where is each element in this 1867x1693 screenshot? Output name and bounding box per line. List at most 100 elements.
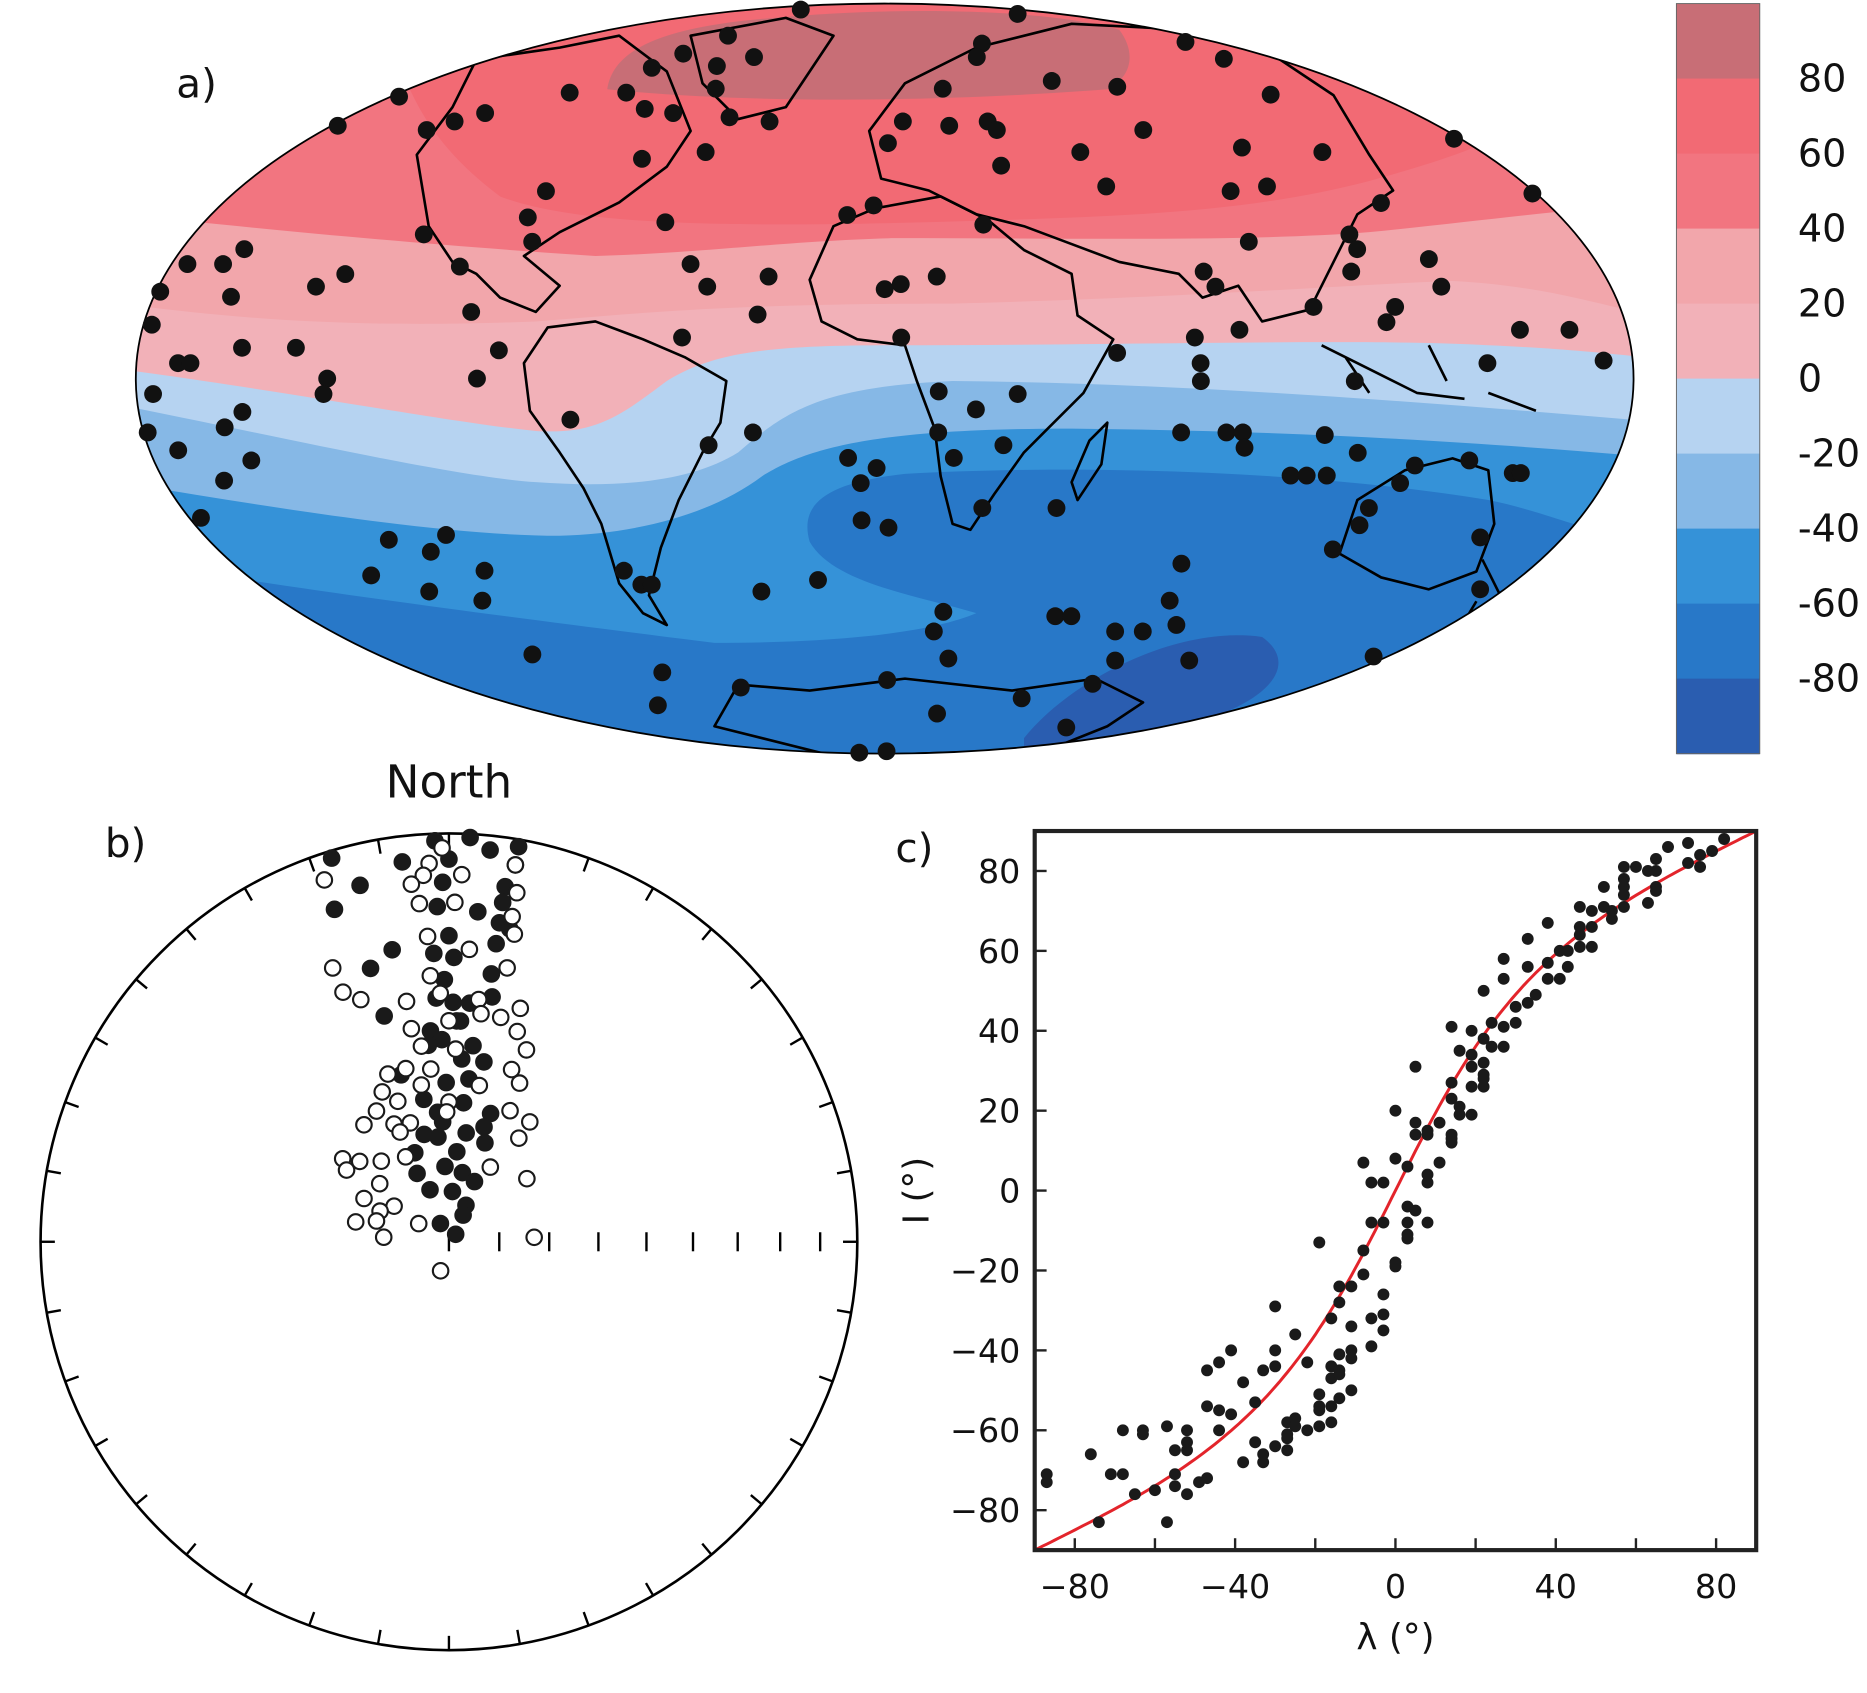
coastline-north-america bbox=[415, 34, 692, 314]
data-point bbox=[1237, 1376, 1250, 1389]
site-marker bbox=[151, 282, 170, 301]
azimuth-tick bbox=[750, 1494, 763, 1506]
site-marker bbox=[1012, 689, 1031, 708]
upper-hemisphere-point bbox=[367, 1212, 386, 1230]
site-marker bbox=[696, 143, 715, 162]
site-marker bbox=[966, 400, 985, 419]
site-marker bbox=[475, 561, 494, 580]
y-axis-label: I (°) bbox=[897, 1157, 938, 1225]
site-marker bbox=[1214, 49, 1233, 68]
data-point bbox=[1485, 1016, 1498, 1029]
data-point bbox=[1148, 1484, 1161, 1497]
upper-hemisphere-point bbox=[414, 866, 433, 885]
lower-hemisphere-point bbox=[375, 1007, 393, 1025]
site-marker bbox=[1160, 591, 1179, 610]
site-marker bbox=[314, 385, 333, 403]
data-point bbox=[1213, 1356, 1226, 1369]
band-above-80 bbox=[607, 11, 1130, 100]
site-marker bbox=[169, 354, 187, 373]
site-marker bbox=[1071, 143, 1090, 162]
data-point bbox=[1477, 1032, 1490, 1045]
data-point bbox=[1092, 1516, 1105, 1529]
site-marker bbox=[759, 267, 778, 286]
site-marker bbox=[944, 448, 963, 467]
site-marker bbox=[760, 112, 779, 131]
upper-hemisphere-point bbox=[469, 990, 488, 1009]
data-point bbox=[1401, 1216, 1414, 1229]
site-marker bbox=[744, 423, 762, 442]
azimuth-tick bbox=[135, 978, 148, 990]
lower-hemisphere-point bbox=[453, 1163, 472, 1182]
site-marker bbox=[1042, 72, 1061, 90]
data-point bbox=[1345, 1384, 1358, 1397]
site-marker bbox=[967, 48, 986, 67]
data-point bbox=[1116, 1424, 1129, 1437]
upper-hemisphere-point bbox=[370, 1174, 389, 1193]
data-point bbox=[1409, 1128, 1422, 1141]
site-marker bbox=[307, 277, 325, 296]
data-point bbox=[1477, 1056, 1490, 1069]
site-marker bbox=[791, 0, 810, 19]
site-marker bbox=[752, 582, 771, 601]
azimuth-tick bbox=[644, 1582, 655, 1597]
lower-hemisphere-point bbox=[457, 1124, 475, 1142]
band-below-minus80 bbox=[1023, 635, 1279, 751]
site-marker bbox=[468, 369, 486, 388]
data-point bbox=[1333, 1392, 1346, 1405]
data-point bbox=[1421, 1216, 1434, 1229]
upper-hemisphere-point bbox=[437, 1103, 456, 1121]
colorbar-band bbox=[1676, 603, 1760, 680]
site-marker bbox=[1523, 184, 1542, 203]
site-marker bbox=[878, 134, 897, 153]
site-marker bbox=[1206, 277, 1225, 296]
site-marker bbox=[473, 591, 492, 610]
data-point bbox=[1541, 972, 1554, 985]
data-point bbox=[1325, 1416, 1338, 1429]
data-point bbox=[1201, 1364, 1214, 1377]
data-point bbox=[1445, 1076, 1458, 1089]
upper-hemisphere-point bbox=[446, 1040, 465, 1058]
data-point bbox=[1585, 904, 1598, 917]
upper-hemisphere-point bbox=[511, 999, 530, 1018]
azimuth-tick bbox=[516, 1629, 522, 1645]
lower-hemisphere-point bbox=[475, 1053, 493, 1071]
azimuth-tick bbox=[582, 857, 590, 872]
site-marker bbox=[1478, 354, 1497, 373]
colorbar-frame bbox=[1675, 3, 1761, 755]
data-point bbox=[1497, 1040, 1510, 1053]
site-marker bbox=[561, 410, 580, 429]
site-marker bbox=[523, 232, 542, 251]
azimuth-tick bbox=[644, 887, 655, 902]
site-marker bbox=[617, 83, 636, 102]
site-marker bbox=[928, 704, 946, 723]
site-marker bbox=[973, 499, 992, 517]
site-marker bbox=[698, 277, 717, 296]
data-point bbox=[1433, 1116, 1446, 1129]
upper-hemisphere-point bbox=[460, 940, 479, 959]
data-point bbox=[1377, 1176, 1390, 1189]
dipole-curve bbox=[1034, 829, 1757, 1552]
lower-hemisphere-point bbox=[443, 1182, 462, 1201]
site-marker bbox=[537, 182, 555, 201]
upper-hemisphere-point bbox=[472, 1004, 490, 1023]
data-point bbox=[1357, 1156, 1370, 1169]
data-point bbox=[1104, 1468, 1117, 1481]
data-point bbox=[1181, 1488, 1193, 1501]
site-marker bbox=[994, 436, 1013, 455]
panel-label-c: c) bbox=[895, 824, 933, 872]
site-marker bbox=[699, 436, 718, 455]
site-marker bbox=[142, 315, 161, 334]
site-marker bbox=[1511, 320, 1529, 339]
upper-hemisphere-point bbox=[396, 1148, 415, 1166]
data-point bbox=[1333, 1348, 1346, 1361]
data-point bbox=[1617, 900, 1630, 913]
data-point bbox=[1365, 1176, 1378, 1189]
upper-hemisphere-point bbox=[412, 1076, 431, 1094]
y-tick-label: 80 bbox=[978, 852, 1020, 891]
lower-hemisphere-point bbox=[325, 900, 344, 919]
upper-hemisphere-point bbox=[501, 1101, 519, 1120]
data-point bbox=[1325, 1312, 1338, 1325]
upper-hemisphere-point bbox=[446, 893, 464, 912]
site-marker bbox=[192, 508, 210, 527]
